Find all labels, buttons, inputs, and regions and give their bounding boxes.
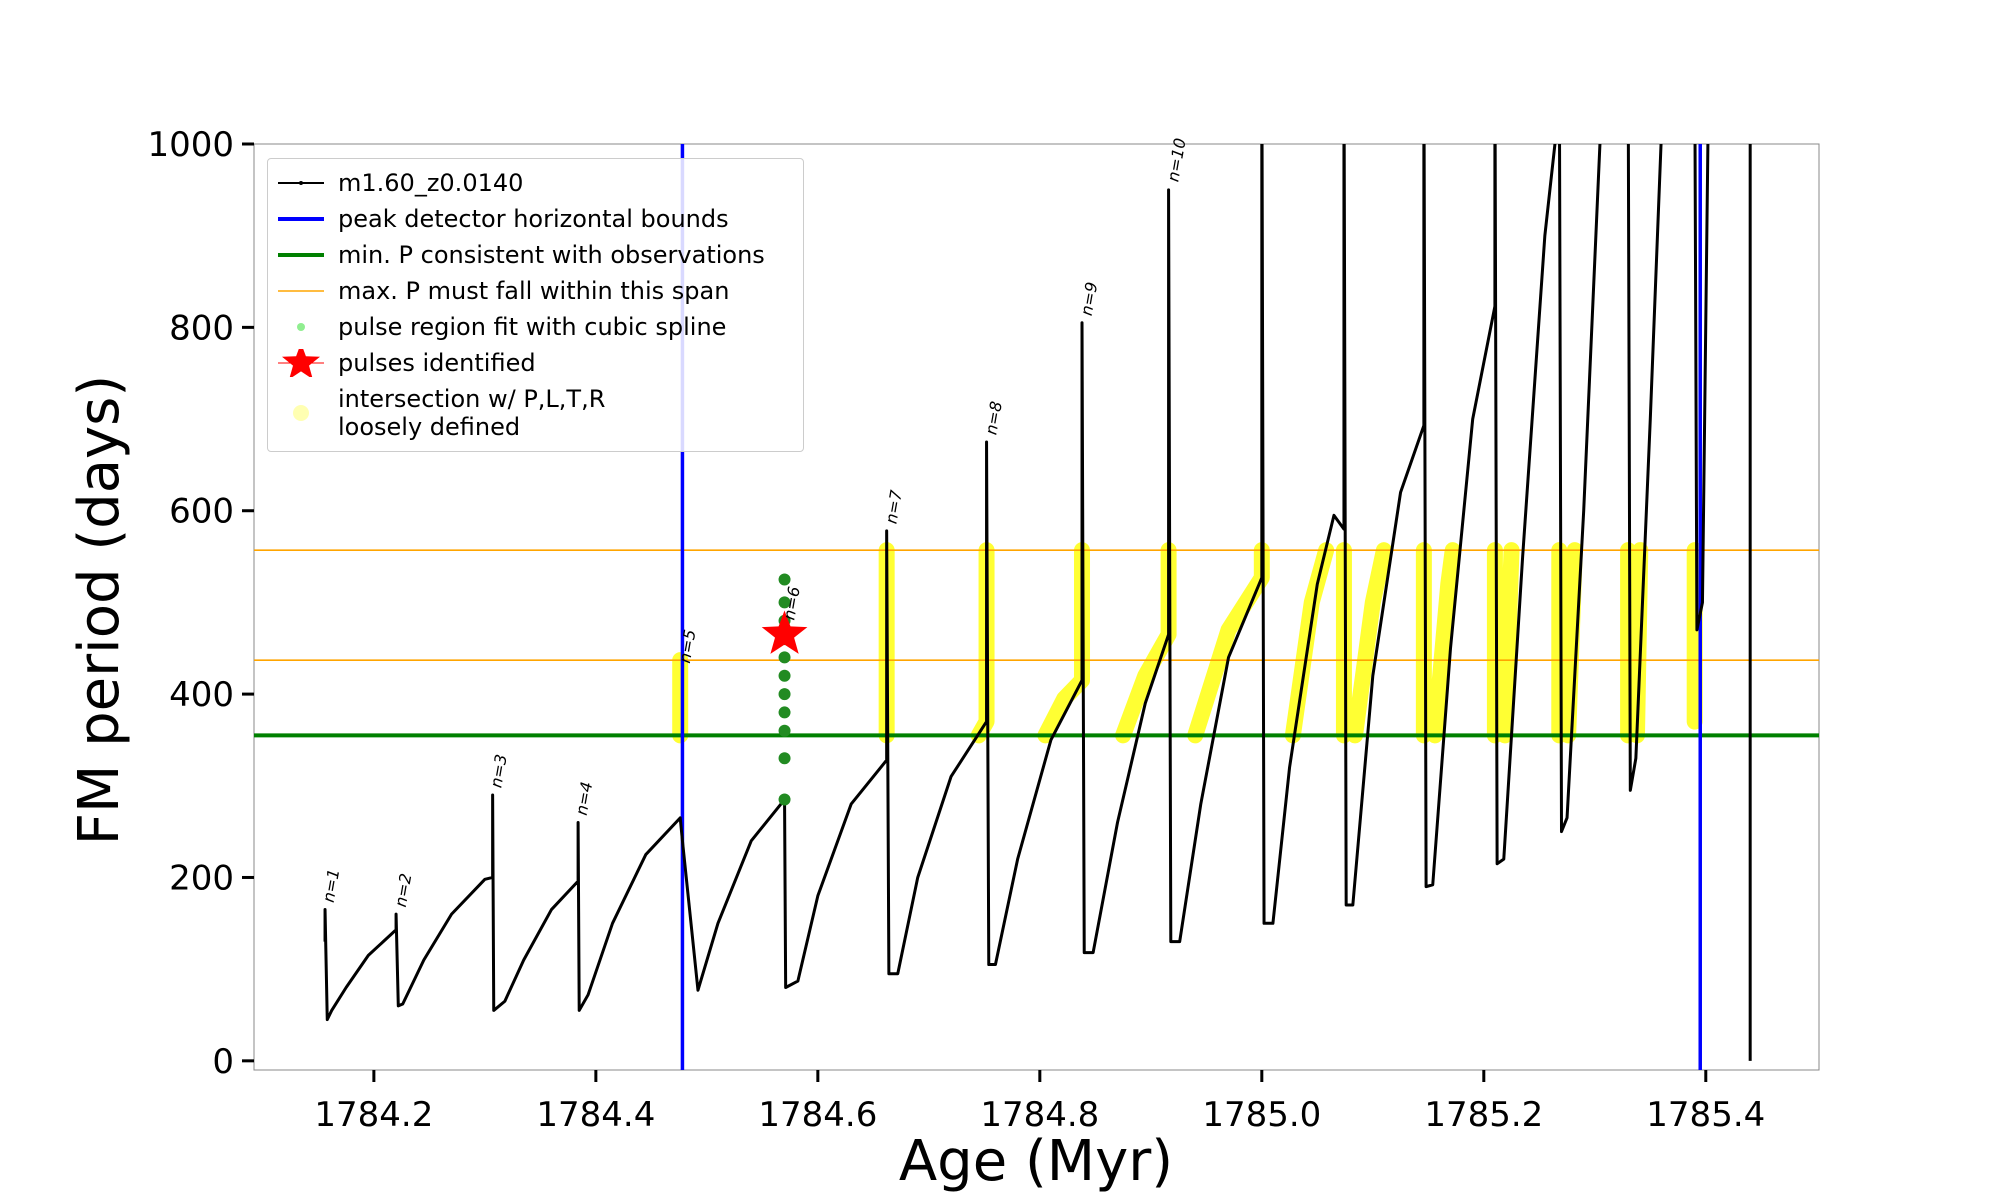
y-tick-label: 600 bbox=[169, 492, 234, 532]
legend-dot bbox=[297, 323, 305, 331]
legend-marker bbox=[278, 349, 324, 377]
legend-marker bbox=[278, 253, 324, 257]
period-line bbox=[323, 144, 1752, 1061]
pulse-annotation: n=1 bbox=[319, 867, 344, 904]
pulse-star bbox=[761, 610, 808, 654]
legend-entry: m1.60_z0.0140 bbox=[268, 165, 803, 201]
pulse-annotation: n=3 bbox=[486, 753, 511, 790]
legend-entry: pulses identified bbox=[268, 345, 803, 381]
x-tick-label: 1784.4 bbox=[536, 1095, 655, 1135]
spline-point bbox=[778, 752, 791, 765]
legend-label: m1.60_z0.0140 bbox=[338, 169, 524, 197]
y-tick-label: 1000 bbox=[147, 125, 234, 165]
legend-label: pulse region fit with cubic spline bbox=[338, 313, 727, 341]
legend-marker bbox=[293, 405, 309, 421]
legend-label: intersection w/ P,L,T,R loosely defined bbox=[338, 385, 606, 441]
spline-point bbox=[778, 573, 791, 586]
x-tick-label: 1784.8 bbox=[980, 1095, 1099, 1135]
pulse-annotation: n=9 bbox=[1077, 281, 1102, 318]
legend-dot bbox=[299, 181, 303, 185]
legend-marker bbox=[297, 323, 305, 331]
intersection-band bbox=[672, 542, 1703, 744]
plot-frame bbox=[253, 143, 1820, 1071]
legend-entry: max. P must fall within this span bbox=[268, 273, 803, 309]
legend-label: pulses identified bbox=[338, 349, 536, 377]
spline-point bbox=[778, 596, 791, 609]
spline-point bbox=[778, 688, 791, 701]
legend-star bbox=[282, 349, 320, 377]
y-tick-label: 200 bbox=[169, 858, 234, 898]
legend-entry: intersection w/ P,L,T,R loosely defined bbox=[268, 381, 803, 445]
x-tick-label: 1784.6 bbox=[758, 1095, 877, 1135]
legend-label: peak detector horizontal bounds bbox=[338, 205, 729, 233]
legend-entry: pulse region fit with cubic spline bbox=[268, 309, 803, 345]
pulse-annotation: n=5 bbox=[675, 628, 700, 665]
legend-label: max. P must fall within this span bbox=[338, 277, 730, 305]
x-tick-label: 1785.4 bbox=[1646, 1095, 1765, 1135]
legend-entry: peak detector horizontal bounds bbox=[268, 201, 803, 237]
legend-marker bbox=[278, 181, 324, 185]
y-axis-label: FM period (days) bbox=[67, 375, 132, 845]
x-axis-label: Age (Myr) bbox=[899, 1129, 1173, 1194]
y-tick-label: 400 bbox=[169, 675, 234, 715]
y-tick-label: 800 bbox=[169, 308, 234, 348]
spline-point bbox=[778, 724, 791, 737]
legend-entry: min. P consistent with observations bbox=[268, 237, 803, 273]
x-tick-label: 1785.0 bbox=[1202, 1095, 1321, 1135]
y-tick-label: 0 bbox=[212, 1042, 234, 1082]
legend-dot bbox=[293, 405, 309, 421]
spline-point bbox=[778, 651, 791, 664]
x-tick-label: 1784.2 bbox=[314, 1095, 433, 1135]
legend-marker bbox=[278, 290, 324, 292]
pulse-annotation: n=7 bbox=[881, 488, 906, 525]
legend-marker bbox=[278, 217, 324, 221]
legend-label: min. P consistent with observations bbox=[338, 241, 765, 269]
pulse-annotation: n=8 bbox=[981, 400, 1006, 437]
x-tick-label: 1785.2 bbox=[1424, 1095, 1543, 1135]
spline-point bbox=[778, 669, 791, 682]
spline-point bbox=[778, 793, 791, 806]
pulse-annotation: n=6 bbox=[779, 585, 804, 622]
pulse-annotation: n=2 bbox=[391, 872, 416, 909]
spline-point bbox=[778, 706, 791, 719]
pulse-annotation: n=4 bbox=[572, 780, 597, 817]
